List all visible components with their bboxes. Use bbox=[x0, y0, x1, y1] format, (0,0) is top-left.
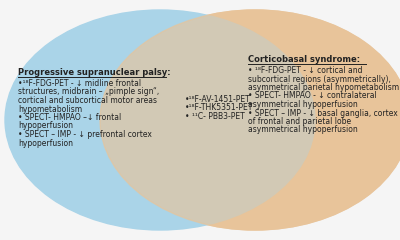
Text: • ¹¹C- PBB3-PET: • ¹¹C- PBB3-PET bbox=[185, 112, 245, 121]
Text: hypometabolism: hypometabolism bbox=[18, 104, 82, 114]
Text: structures, midbrain – „pimple sign“,: structures, midbrain – „pimple sign“, bbox=[18, 88, 159, 96]
Text: hypoperfusion: hypoperfusion bbox=[18, 121, 73, 131]
Text: Progressive supranuclear palsy:: Progressive supranuclear palsy: bbox=[18, 68, 171, 77]
Text: •¹⁸F-THK5351-PET: •¹⁸F-THK5351-PET bbox=[185, 103, 253, 113]
Text: subcortical regions (asymmetrically),: subcortical regions (asymmetrically), bbox=[248, 74, 391, 84]
Text: Corticobasal syndrome:: Corticobasal syndrome: bbox=[248, 55, 360, 64]
Text: • SPECT – IMP - ↓ prefrontal cortex: • SPECT – IMP - ↓ prefrontal cortex bbox=[18, 130, 152, 139]
Text: of frontal and parietal lobe: of frontal and parietal lobe bbox=[248, 117, 351, 126]
Text: •¹⁸F-FDG-PET - ↓ midline frontal: •¹⁸F-FDG-PET - ↓ midline frontal bbox=[18, 79, 141, 88]
Text: • SPECT- HMPAO - ↓ contralateral: • SPECT- HMPAO - ↓ contralateral bbox=[248, 91, 377, 101]
Ellipse shape bbox=[5, 10, 315, 230]
Ellipse shape bbox=[100, 10, 400, 230]
Text: asymmetrical hypoperfusion: asymmetrical hypoperfusion bbox=[248, 126, 358, 134]
Text: asymmetrical hypoperfusion: asymmetrical hypoperfusion bbox=[248, 100, 358, 109]
Ellipse shape bbox=[100, 10, 400, 230]
Text: cortical and subcortical motor areas: cortical and subcortical motor areas bbox=[18, 96, 157, 105]
Text: • ¹⁸F-FDG-PET - ↓ cortical and: • ¹⁸F-FDG-PET - ↓ cortical and bbox=[248, 66, 362, 75]
Text: asymmetrical parietal hypometabolism: asymmetrical parietal hypometabolism bbox=[248, 83, 399, 92]
Text: • SPECT- HMPAO –↓ frontal: • SPECT- HMPAO –↓ frontal bbox=[18, 113, 121, 122]
Text: •¹⁸F-AV-1451-PET: •¹⁸F-AV-1451-PET bbox=[185, 95, 251, 104]
Text: • SPECT – IMP - ↓ basal ganglia, cortex: • SPECT – IMP - ↓ basal ganglia, cortex bbox=[248, 108, 398, 118]
Text: hypoperfusion: hypoperfusion bbox=[18, 138, 73, 148]
